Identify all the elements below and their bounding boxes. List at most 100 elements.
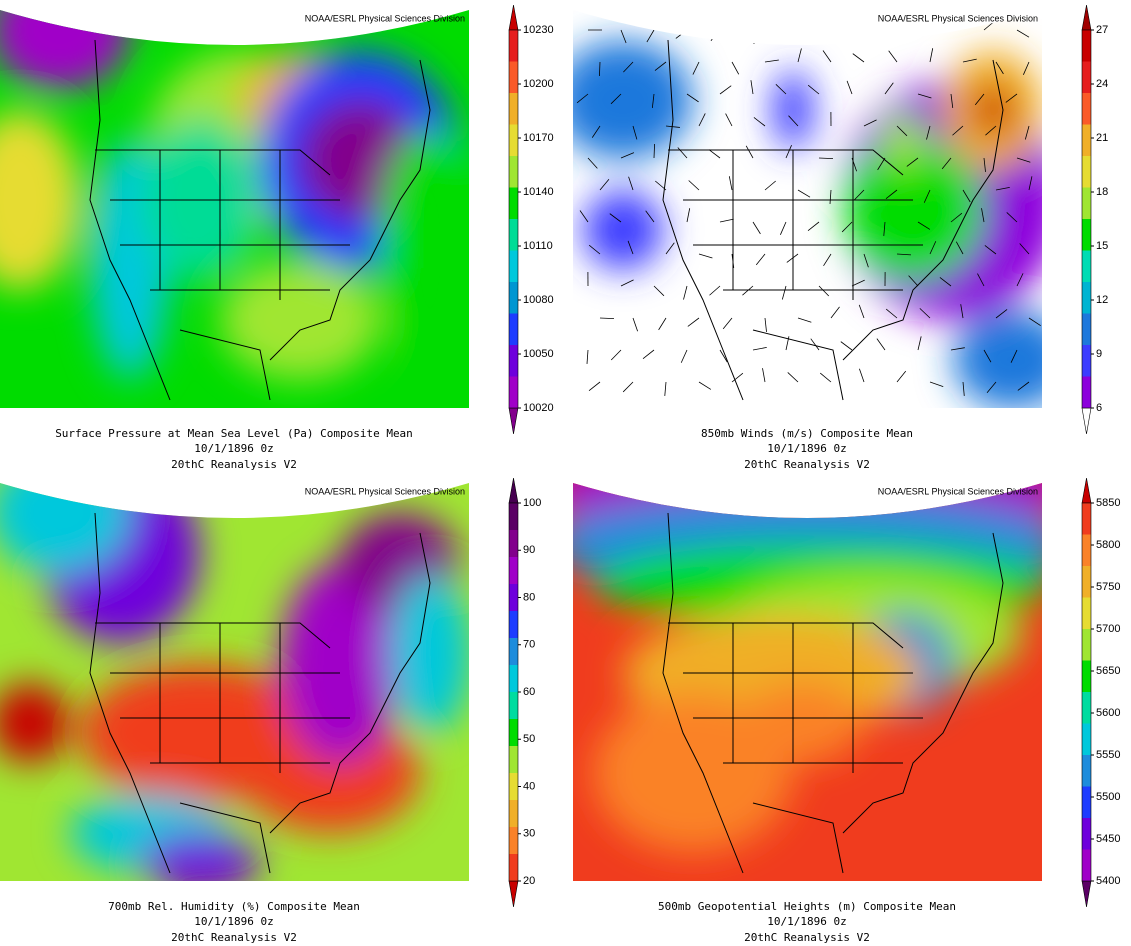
field-blob xyxy=(390,573,469,733)
outlines xyxy=(89,512,431,874)
colorbar-label: 5700 xyxy=(1096,623,1120,635)
wind-arrow xyxy=(620,279,634,287)
wind-arrow xyxy=(725,113,733,127)
wind-arrow xyxy=(683,285,688,300)
field-blob xyxy=(743,683,863,763)
colorbar-label: 90 xyxy=(523,544,535,556)
wind-arrow xyxy=(917,336,922,351)
wind-arrow xyxy=(962,189,971,203)
wind-arrow xyxy=(786,253,799,263)
wind-arrow xyxy=(665,125,680,128)
wind-arrow xyxy=(896,253,911,256)
wind-arrow xyxy=(764,59,779,63)
wind-arrow xyxy=(984,245,997,255)
colorbar-segment xyxy=(509,800,518,827)
wind-arrow xyxy=(698,381,712,390)
field-blob xyxy=(280,563,400,763)
colorbar-frame xyxy=(508,29,519,409)
colorbar-segment xyxy=(509,638,518,665)
wind-arrow xyxy=(719,218,734,223)
colorbar-segment xyxy=(1082,629,1091,661)
wind-arrow xyxy=(651,93,655,108)
colorbar-segment xyxy=(509,219,518,251)
wind-arrow xyxy=(807,221,820,232)
wind-arrow xyxy=(645,210,655,223)
wind-arrow xyxy=(929,381,944,387)
wind-arrow xyxy=(840,341,853,351)
wind-arrow xyxy=(787,372,799,383)
wind-arrow xyxy=(764,180,776,191)
wind-arrow xyxy=(908,275,919,287)
colorbar-segment xyxy=(509,746,518,773)
wind-arrow xyxy=(655,180,667,191)
colorbar-segment xyxy=(509,584,518,611)
wind-arrow xyxy=(753,117,766,127)
map-date: 10/1/1896 0z xyxy=(767,915,846,928)
wind-arrow xyxy=(829,189,832,204)
wind-arrow xyxy=(781,285,787,300)
wind-arrow xyxy=(885,189,898,199)
wind-arrow xyxy=(926,125,931,140)
outlines xyxy=(576,16,1041,401)
map xyxy=(0,10,469,408)
field-blob xyxy=(0,10,130,90)
wind-arrow xyxy=(818,18,829,31)
colorbar: 10020 10050 10080 10110 10140 10170 10200 10230 xyxy=(508,4,554,435)
map-source: 20thC Reanalysis V2 xyxy=(744,458,870,471)
wind-arrow xyxy=(632,317,638,332)
wind-arrow xyxy=(709,285,721,296)
colorbar-segment xyxy=(1082,345,1091,377)
wind-arrow xyxy=(851,279,865,287)
field-blob xyxy=(953,310,1042,408)
colorbar-segment xyxy=(1082,597,1091,629)
colorbar-label: 80 xyxy=(523,591,535,603)
colorbar-segment xyxy=(509,773,518,800)
wind-arrow xyxy=(579,210,589,223)
wind-arrow xyxy=(722,317,733,330)
wind-arrow xyxy=(576,93,589,104)
field-blob xyxy=(140,833,260,881)
colorbar-label: 24 xyxy=(1096,78,1108,90)
wind-arrow xyxy=(877,157,886,171)
wind-arrow xyxy=(853,189,865,201)
wind-arrow xyxy=(620,29,627,44)
colorbar-segment xyxy=(1082,187,1091,219)
wind-arrow xyxy=(755,253,766,266)
field-blob xyxy=(0,483,130,573)
wind-arrow xyxy=(858,304,865,319)
field-blob xyxy=(220,260,380,380)
wind-arrow xyxy=(995,61,1004,75)
wind-arrow xyxy=(752,346,767,351)
colorbar-label: 100 xyxy=(523,497,541,509)
wind-arrow xyxy=(622,381,634,393)
credit: NOAA/ESRL Physical Sciences Division xyxy=(878,486,1038,496)
field-blob xyxy=(380,130,469,370)
colorbar-label: 27 xyxy=(1096,24,1108,36)
colorbar-label: 5550 xyxy=(1096,749,1120,761)
credit: NOAA/ESRL Physical Sciences Division xyxy=(305,13,465,23)
colorbar-segment xyxy=(1082,30,1091,62)
wind-arrow xyxy=(664,381,667,396)
wind-arrow xyxy=(1019,243,1030,255)
colorbar-label: 18 xyxy=(1096,186,1108,198)
wind-arrow xyxy=(623,61,634,73)
colorbar-segment xyxy=(509,530,518,557)
colorbar-segment xyxy=(509,719,518,746)
wind-arrow xyxy=(846,80,853,95)
wind-arrow xyxy=(710,29,721,41)
wind-arrow xyxy=(698,113,706,127)
colorbar: 20 30 40 50 60 70 80 90 100 xyxy=(508,477,541,908)
wind-arrow xyxy=(797,48,802,63)
colorbar-arrow xyxy=(1081,407,1092,435)
colorbar-label: 10080 xyxy=(523,294,554,306)
wind-arrow xyxy=(919,308,931,319)
wind-arrow xyxy=(950,212,963,223)
wind-arrow xyxy=(686,93,699,103)
wind-arrow xyxy=(929,48,934,63)
colorbar-label: 10020 xyxy=(523,402,554,414)
wind-arrow xyxy=(896,125,908,137)
colorbar-label: 70 xyxy=(523,639,535,651)
colorbar-label: 20 xyxy=(523,875,535,887)
wind-arrow xyxy=(742,285,754,296)
